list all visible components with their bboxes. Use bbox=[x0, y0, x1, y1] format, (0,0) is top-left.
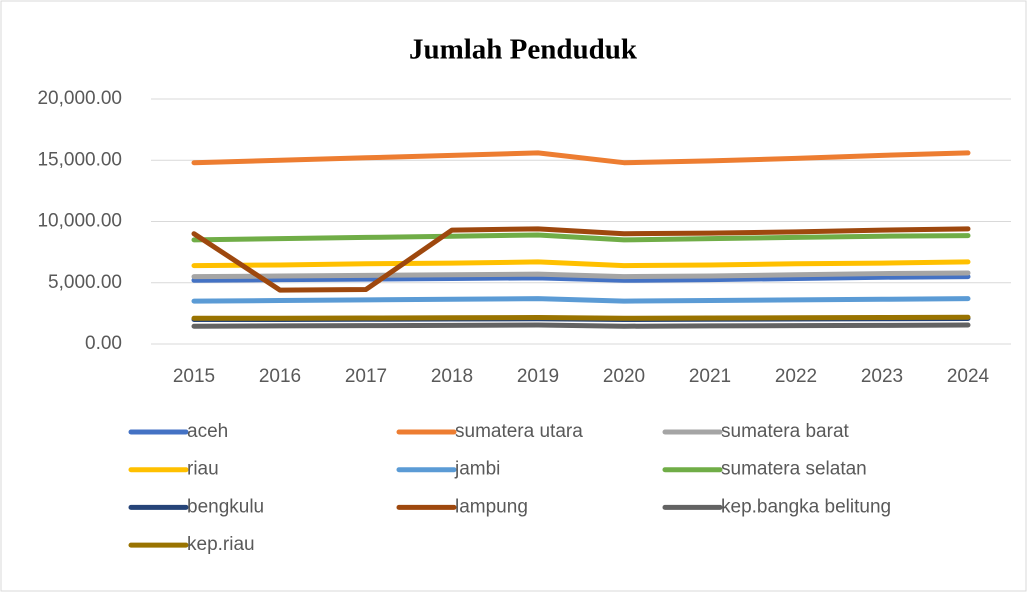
x-tick-label: 2018 bbox=[431, 366, 473, 387]
x-tick-label: 2019 bbox=[517, 366, 559, 387]
x-tick-label: 2021 bbox=[689, 366, 731, 387]
legend-label: aceh bbox=[187, 421, 228, 442]
y-tick-label: 10,000.00 bbox=[37, 211, 122, 232]
series-line bbox=[191, 270, 971, 280]
series-line bbox=[191, 322, 971, 329]
y-tick-label: 20,000.00 bbox=[37, 88, 122, 109]
y-tick-label: 5,000.00 bbox=[48, 272, 122, 293]
legend-label: sumatera selatan bbox=[721, 459, 867, 480]
x-tick-label: 2022 bbox=[775, 366, 817, 387]
legend-label: kep.bangka belitung bbox=[721, 496, 891, 517]
x-tick-label: 2020 bbox=[603, 366, 645, 387]
legend-label: sumatera utara bbox=[455, 421, 583, 442]
legend-label: kep.riau bbox=[187, 534, 255, 555]
x-tick-label: 2017 bbox=[345, 366, 387, 387]
y-tick-label: 15,000.00 bbox=[37, 149, 122, 170]
series-line bbox=[191, 314, 971, 321]
x-tick-label: 2016 bbox=[259, 366, 301, 387]
series-line bbox=[191, 274, 971, 283]
series-line bbox=[191, 296, 971, 304]
series-line bbox=[191, 150, 971, 166]
chart-title: Jumlah Penduduk bbox=[409, 34, 638, 66]
x-tick-label: 2023 bbox=[861, 366, 903, 387]
legend-label: bengkulu bbox=[187, 496, 264, 517]
legend-label: sumatera barat bbox=[721, 421, 850, 442]
series-line bbox=[191, 259, 971, 269]
legend-label: jambi bbox=[454, 459, 500, 480]
legend-label: lampung bbox=[455, 496, 528, 517]
y-tick-label: 0.00 bbox=[85, 333, 122, 354]
legend-label: riau bbox=[187, 459, 219, 480]
x-tick-label: 2015 bbox=[173, 366, 215, 387]
series-line bbox=[191, 226, 971, 293]
x-tick-label: 2024 bbox=[947, 366, 990, 387]
series-line bbox=[191, 232, 971, 243]
